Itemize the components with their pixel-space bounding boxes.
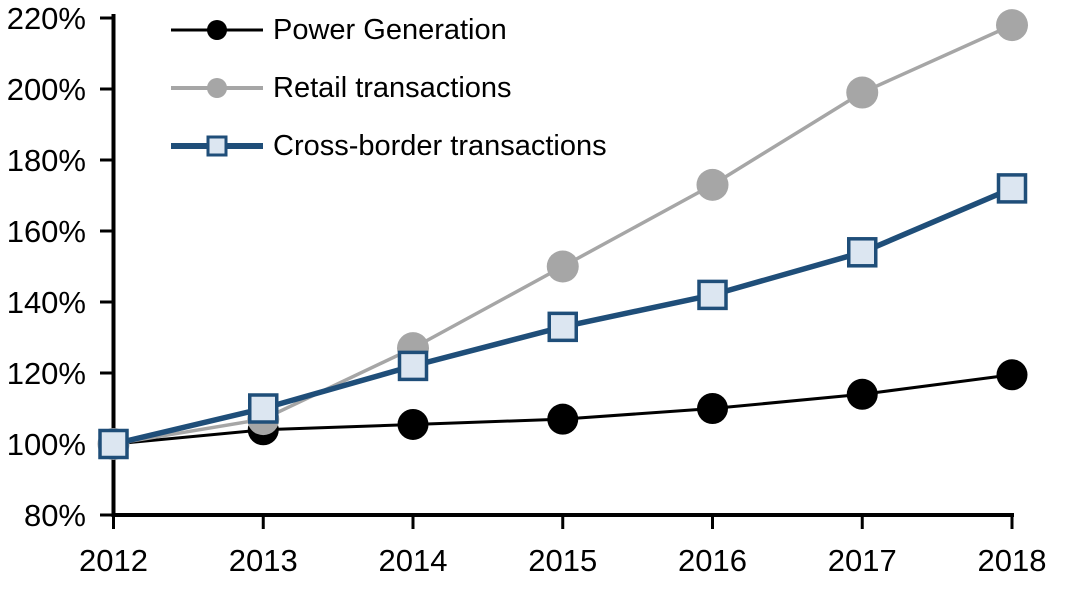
marker-power-generation-2016	[697, 393, 728, 424]
marker-power-generation-2018	[996, 359, 1028, 391]
legend-item-power-generation: Power Generation	[171, 10, 607, 50]
x-axis-tick-label: 2017	[828, 543, 897, 578]
y-axis-tick-label: 220%	[7, 1, 86, 36]
x-axis-tick-label: 2012	[79, 543, 148, 578]
y-axis-tick-label: 80%	[24, 498, 86, 533]
legend-square-marker-icon	[206, 135, 228, 157]
legend-marker-retail-transactions	[171, 68, 263, 108]
marker-power-generation-2015	[547, 403, 579, 435]
marker-cross-border-transactions-2012	[98, 428, 129, 460]
marker-power-generation-2017	[846, 378, 878, 410]
marker-retail-transactions-2017	[846, 76, 879, 109]
marker-cross-border-transactions-2013	[248, 393, 279, 424]
marker-cross-border-transactions-2016	[697, 279, 728, 311]
marker-retail-transactions-2016	[696, 168, 729, 201]
x-axis-tick-label: 2018	[978, 543, 1047, 578]
legend-circle-marker-icon	[207, 78, 227, 98]
chart-legend: Power Generation Retail transactions Cro…	[171, 10, 607, 184]
y-axis-tick-label: 180%	[7, 143, 86, 178]
x-axis-tick-label: 2014	[379, 543, 448, 578]
legend-circle-marker-icon	[207, 20, 227, 40]
y-axis-tick-label: 200%	[7, 72, 86, 107]
legend-item-retail-transactions: Retail transactions	[171, 68, 607, 108]
legend-label-retail-transactions: Retail transactions	[273, 72, 512, 104]
y-axis-tick-label: 160%	[7, 214, 86, 249]
x-axis-tick-label: 2016	[678, 543, 747, 578]
marker-power-generation-2014	[397, 408, 429, 440]
legend-label-power-generation: Power Generation	[273, 14, 507, 46]
x-axis-tick-label: 2015	[528, 543, 597, 578]
marker-cross-border-transactions-2018	[996, 173, 1028, 204]
legend-marker-cross-border-transactions	[171, 126, 263, 166]
marker-cross-border-transactions-2014	[397, 350, 429, 382]
y-axis-tick-label: 140%	[7, 285, 86, 320]
marker-retail-transactions-2018	[996, 9, 1028, 42]
legend-label-cross-border-transactions: Cross-border transactions	[273, 130, 607, 162]
legend-marker-power-generation	[171, 10, 263, 50]
y-axis-tick-label: 100%	[7, 427, 86, 462]
x-axis-tick-label: 2013	[229, 543, 298, 578]
y-axis-tick-label: 120%	[7, 356, 86, 391]
legend-item-cross-border-transactions: Cross-border transactions	[171, 126, 607, 166]
marker-cross-border-transactions-2017	[847, 237, 878, 268]
marker-cross-border-transactions-2015	[547, 311, 578, 343]
marker-retail-transactions-2015	[546, 250, 579, 283]
